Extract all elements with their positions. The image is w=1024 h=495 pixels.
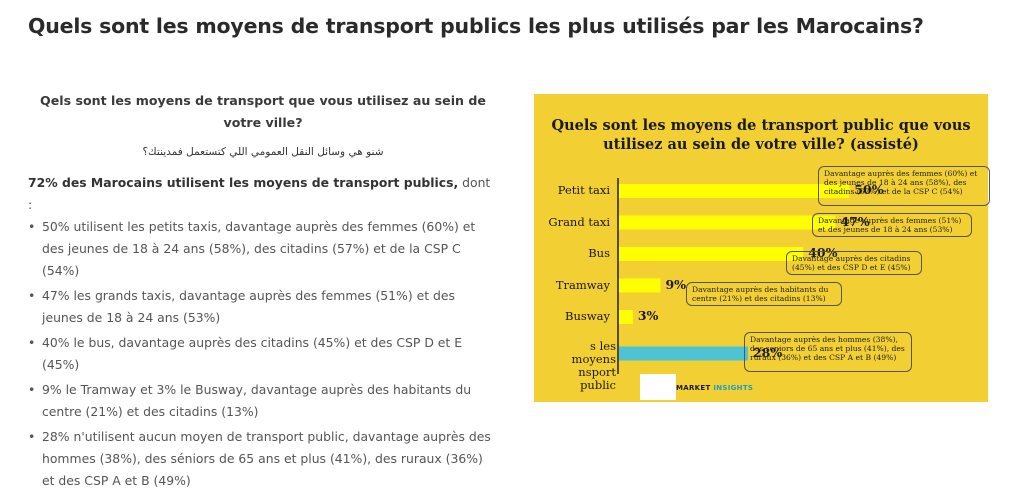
chart-svg [617, 178, 850, 374]
bar-6 [619, 346, 748, 361]
category-label: Busway [565, 309, 610, 323]
bullet-item: 40% le bus, davantage auprès des citadin… [28, 332, 498, 376]
category-label: Grand taxi [548, 214, 610, 229]
category-label: s les moyens nsport public [571, 339, 616, 392]
bar-2 [619, 215, 836, 230]
bullet-item: 28% n'utilisent aucun moyen de transport… [28, 426, 498, 492]
value-label: 3% [637, 308, 659, 323]
question-french: Qels sont les moyens de transport que vo… [40, 93, 486, 130]
left-column: Qels sont les moyens de transport que vo… [28, 90, 498, 495]
category-label: Bus [588, 246, 610, 260]
bar-4 [619, 278, 661, 293]
logo-box [640, 374, 676, 400]
market-insights-logo: MARKET INSIGHTS [676, 384, 753, 392]
summary-rest: dont : [28, 175, 491, 212]
callout-annotation: Davantage auprès des femmes (51%) et des… [812, 213, 972, 237]
value-label: 50% [854, 182, 884, 197]
logo-text-a: MARKET [676, 384, 711, 392]
value-label: 47% [840, 213, 870, 229]
category-label: Petit taxi [557, 183, 610, 197]
bar-1 [619, 184, 850, 198]
bullet-item: 47% les grands taxis, davantage auprès d… [28, 285, 498, 329]
callout-annotation: Davantage auprès des habitants du centre… [686, 282, 842, 306]
callout-annotation: Davantage auprès des femmes (60%) et des… [818, 166, 990, 206]
question-arabic: شنو هي وسائل النقل العمومي اللي كتستعمل … [142, 146, 384, 158]
value-label: 9% [665, 276, 687, 292]
chart-title: Quels sont les moyens de transport publi… [551, 117, 971, 153]
summary-bold: 72% des Marocains utilisent les moyens d… [28, 175, 459, 190]
category-label: Tramway [555, 277, 610, 292]
chart-image: Quels sont les moyens de transport publi… [534, 94, 990, 402]
value-label: 40% [808, 245, 838, 260]
bar-3 [619, 247, 804, 261]
summary-line: 72% des Marocains utilisent les moyens d… [28, 172, 498, 216]
bullet-item: 50% utilisent les petits taxis, davantag… [28, 216, 498, 282]
callout-annotation: Davantage auprès des citadins (45%) et d… [786, 251, 922, 275]
bullet-list: 50% utilisent les petits taxis, davantag… [28, 216, 498, 492]
bullet-item: 9% le Tramway et 3% le Busway, davantage… [28, 379, 498, 423]
value-label: 28% [752, 344, 783, 360]
logo-text-b: INSIGHTS [713, 384, 754, 392]
bar-5 [619, 310, 633, 324]
callout-annotation: Davantage auprès des hommes (38%), des s… [744, 332, 912, 372]
page-title: Quels sont les moyens de transport publi… [28, 14, 924, 38]
